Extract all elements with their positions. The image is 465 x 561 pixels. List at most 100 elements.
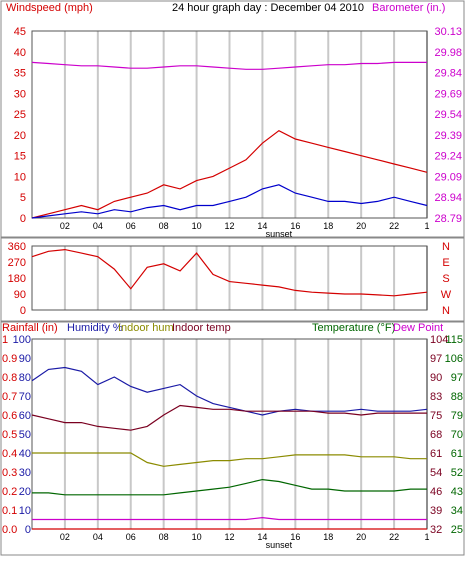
humidity-line (31, 366, 428, 416)
x-tick-label: 04 (93, 532, 103, 542)
x-tick-label: 1 (424, 221, 429, 231)
temperature-tick-a: 68 (430, 429, 442, 441)
humidity-tick: 0 (25, 524, 31, 536)
direction-compass-tick: E (442, 257, 449, 269)
temperature-tick-a: 32 (430, 524, 442, 536)
rain-tick: 0.6 (2, 410, 17, 422)
rain-tick: 0.9 (2, 353, 17, 365)
indoor-hum-line (32, 452, 427, 467)
temperature-tick-a: 90 (430, 372, 442, 384)
x-tick-label: 20 (356, 221, 366, 231)
windspeed-tick: 30 (14, 88, 26, 100)
temperature-tick-b: 25 (451, 524, 463, 536)
temperature-tick-b: 52 (451, 467, 463, 479)
temperature-tick-b: 88 (451, 391, 463, 403)
humidity-tick: 80 (19, 372, 31, 384)
direction-degree-tick: 0 (20, 305, 26, 317)
temperature-tick-a: 46 (430, 486, 442, 498)
x-tick-label: 1 (424, 532, 429, 542)
windspeed-tick: 25 (14, 109, 26, 121)
windspeed-tick: 5 (20, 192, 26, 204)
x-tick-label: 06 (126, 532, 136, 542)
wind-average-line (31, 184, 428, 219)
x-tick-label: 18 (323, 532, 333, 542)
rain-tick: 0.1 (2, 505, 17, 517)
direction-degree-tick: 270 (8, 257, 26, 269)
x-tick-label: 08 (159, 532, 169, 542)
x-tick-label: 04 (93, 221, 103, 231)
indoor-hum-legend: Indoor hum (118, 322, 174, 334)
direction-compass-tick: N (442, 241, 450, 253)
direction-compass-tick: W (441, 289, 452, 301)
direction-degree-tick: 90 (14, 289, 26, 301)
temperature-tick-a: 83 (430, 391, 442, 403)
x-tick-label: 02 (60, 532, 70, 542)
x-tick-label: 14 (257, 532, 267, 542)
x-tick-label: 18 (323, 221, 333, 231)
humidity-tick: 30 (19, 467, 31, 479)
barometer-tick: 29.54 (434, 109, 462, 121)
direction-degree-tick: 360 (8, 241, 26, 253)
windspeed-tick: 35 (14, 68, 26, 80)
direction-degree-tick: 180 (8, 273, 26, 285)
panel-3-frame (0, 321, 465, 556)
rain-tick: 0.8 (2, 372, 17, 384)
humidity-tick: 60 (19, 410, 31, 422)
x-tick-label: 06 (126, 221, 136, 231)
humidity-tick: 90 (19, 353, 31, 365)
barometer-tick: 29.09 (434, 171, 462, 183)
direction-compass-tick: N (442, 305, 450, 317)
x-tick-label: 16 (290, 532, 300, 542)
panel-2-frame (0, 237, 465, 322)
rain-tick: 1 (2, 334, 8, 346)
rain-tick: 0.2 (2, 486, 17, 498)
x-tick-label: 12 (224, 532, 234, 542)
x-tick-label: 14 (257, 221, 267, 231)
rain-tick: 0.3 (2, 467, 17, 479)
sunset-label: sunset (266, 540, 293, 550)
barometer-tick: 29.84 (434, 68, 462, 80)
x-tick-label: 16 (290, 221, 300, 231)
temperature-tick-a: 104 (430, 334, 448, 346)
windspeed-axis-label: Windspeed (mph) (6, 2, 93, 14)
barometer-tick: 28.79 (434, 213, 462, 225)
windspeed-tick: 20 (14, 130, 26, 142)
x-tick-label: 02 (60, 221, 70, 231)
dew-point-line (32, 516, 427, 521)
plot-area-2 (31, 245, 428, 311)
temperature-tick-b: 106 (445, 353, 463, 365)
barometer-line (31, 61, 427, 70)
windspeed-tick: 45 (14, 26, 26, 38)
temperature-line (32, 478, 427, 496)
temperature-tick-b: 79 (451, 410, 463, 422)
barometer-tick: 29.69 (434, 88, 462, 100)
barometer-tick: 30.13 (434, 26, 462, 38)
temperature-tick-b: 61 (451, 448, 463, 460)
x-tick-label: 10 (192, 221, 202, 231)
temperature-tick-a: 54 (430, 467, 442, 479)
humidity-tick: 20 (19, 486, 31, 498)
humidity-tick: 100 (13, 334, 31, 346)
temperature-tick-a: 39 (430, 505, 442, 517)
windspeed-tick: 0 (20, 213, 26, 225)
rain-tick: 0.5 (2, 429, 17, 441)
indoor-temp-legend: Indoor temp (172, 322, 231, 334)
x-tick-label: 08 (159, 221, 169, 231)
plot-area-1 (31, 30, 428, 219)
rain-tick: 0.4 (2, 448, 17, 460)
humidity-axis-label: Humidity % (67, 322, 123, 334)
rain-tick: 0.0 (2, 524, 17, 536)
barometer-tick: 29.24 (434, 151, 462, 163)
temperature-tick-b: 34 (451, 505, 463, 517)
windspeed-line (31, 129, 428, 219)
temperature-tick-a: 61 (430, 448, 442, 460)
temperature-axis-label: Temperature (°F) (312, 322, 395, 334)
barometer-tick: 28.94 (434, 192, 462, 204)
dew-point-axis-label: Dew Point (393, 322, 443, 334)
sunset-label: sunset (266, 229, 293, 239)
humidity-tick: 50 (19, 429, 31, 441)
windspeed-tick: 40 (14, 47, 26, 59)
humidity-tick: 70 (19, 391, 31, 403)
